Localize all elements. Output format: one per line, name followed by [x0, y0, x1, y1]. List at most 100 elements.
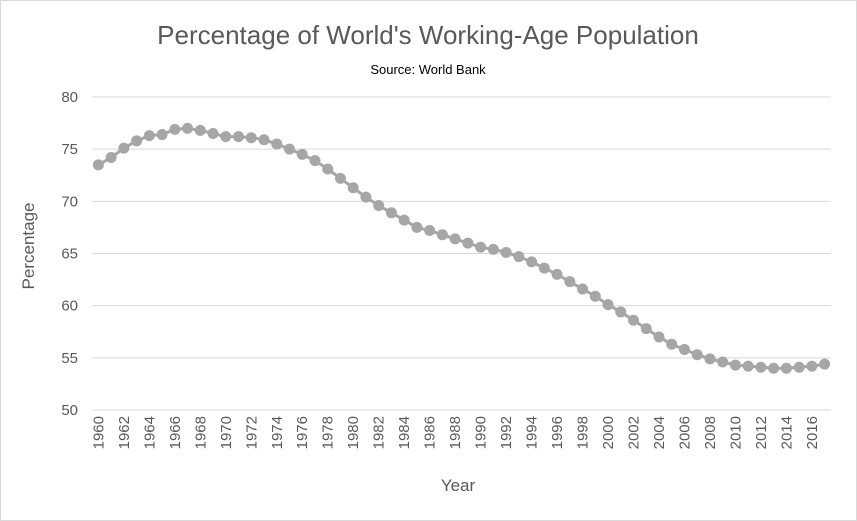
x-tick-label: 2002 [626, 416, 643, 449]
data-point [271, 138, 283, 150]
data-point [347, 182, 359, 194]
y-tick-label: 65 [61, 246, 78, 263]
x-tick-label: 2014 [778, 416, 795, 449]
x-tick-label: 1978 [320, 416, 337, 449]
x-tick-label: 1990 [473, 416, 490, 449]
data-point [309, 155, 321, 167]
x-axis-label: Year [441, 476, 476, 495]
data-point [653, 331, 665, 343]
data-point [780, 362, 792, 374]
x-tick-label: 1984 [396, 416, 413, 449]
series-line [97, 126, 825, 370]
series-layer [92, 122, 831, 374]
x-tick-label: 2016 [804, 416, 821, 449]
data-point [207, 128, 219, 140]
data-point [602, 299, 614, 311]
data-point [678, 343, 690, 355]
data-point [449, 233, 461, 245]
data-point [334, 172, 346, 184]
x-tick-label: 1996 [549, 416, 566, 449]
x-tick-label: 1966 [167, 416, 184, 449]
data-point [118, 142, 130, 154]
data-point [640, 323, 652, 335]
data-point [169, 123, 181, 135]
x-tick-label: 1986 [422, 416, 439, 449]
x-tick-label: 1974 [269, 416, 286, 449]
data-point [385, 207, 397, 219]
data-point [322, 163, 334, 175]
x-tick-label: 1998 [575, 416, 592, 449]
y-tick-label: 75 [61, 141, 78, 158]
data-point [704, 353, 716, 365]
data-point [245, 132, 257, 144]
data-point [742, 360, 754, 372]
data-point [105, 152, 117, 164]
data-point [717, 356, 729, 368]
x-tick-label: 2006 [676, 416, 693, 449]
x-tick-label: 1982 [371, 416, 388, 449]
y-axis-ticks: 50 55 60 65 70 75 80 [61, 89, 78, 419]
y-tick-label: 80 [61, 89, 78, 106]
y-axis-label: Percentage [19, 203, 38, 290]
x-tick-label: 1976 [294, 416, 311, 449]
data-point [551, 268, 563, 280]
data-point [793, 361, 805, 373]
x-tick-label: 1992 [498, 416, 515, 449]
data-point [92, 159, 104, 171]
data-point [411, 221, 423, 233]
x-tick-label: 2000 [600, 416, 617, 449]
data-point [436, 229, 448, 241]
data-point [131, 135, 143, 147]
y-tick-label: 70 [61, 193, 78, 210]
data-point [220, 131, 232, 143]
x-tick-label: 1968 [192, 416, 209, 449]
data-point [729, 359, 741, 371]
data-point [373, 200, 385, 212]
x-tick-label: 1980 [345, 416, 362, 449]
data-point [589, 290, 601, 302]
data-point [615, 306, 627, 318]
data-point [283, 143, 295, 155]
x-tick-label: 1994 [524, 416, 541, 449]
x-tick-label: 1988 [447, 416, 464, 449]
x-tick-label: 2004 [651, 416, 668, 449]
data-point [398, 214, 410, 226]
data-point [691, 349, 703, 361]
data-point [475, 241, 487, 253]
data-point [564, 276, 576, 288]
chart-title: Percentage of World's Working-Age Popula… [157, 20, 699, 50]
data-point [360, 191, 372, 203]
data-point [296, 148, 308, 160]
x-tick-label: 1964 [141, 416, 158, 449]
y-tick-label: 50 [61, 402, 78, 419]
data-point [513, 251, 525, 263]
chart-subtitle: Source: World Bank [370, 62, 486, 77]
x-tick-label: 2010 [727, 416, 744, 449]
y-tick-label: 60 [61, 298, 78, 315]
data-point [666, 338, 678, 350]
data-point [487, 243, 499, 255]
data-point [538, 262, 550, 274]
x-tick-label: 2008 [702, 416, 719, 449]
x-tick-label: 1970 [218, 416, 235, 449]
data-point [500, 246, 512, 258]
x-axis-ticks: 1960 1962 1964 1966 1968 1970 1972 1974 1976 1978… [90, 416, 821, 449]
data-point [526, 256, 538, 268]
data-point [156, 129, 168, 141]
data-point [182, 122, 194, 134]
data-point [806, 360, 818, 372]
y-tick-label: 55 [61, 350, 78, 367]
data-point [577, 283, 589, 295]
x-tick-label: 1972 [243, 416, 260, 449]
data-point [755, 361, 767, 373]
data-point [194, 124, 206, 136]
x-tick-label: 1962 [116, 416, 133, 449]
data-point [462, 237, 474, 249]
data-point [424, 225, 436, 237]
data-point [143, 130, 155, 142]
data-point [819, 358, 831, 370]
data-point [233, 131, 245, 143]
data-point [258, 134, 270, 146]
